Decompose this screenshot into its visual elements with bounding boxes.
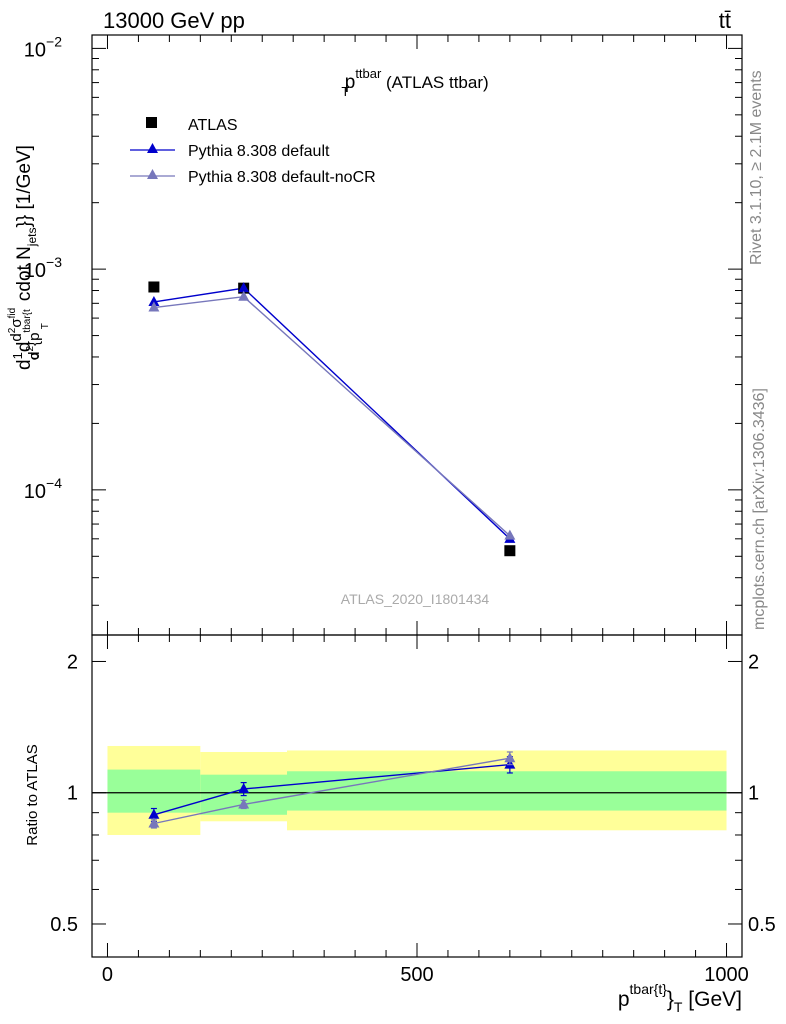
legend: ATLAS Pythia 8.308 default Pythia 8.308 … [130, 117, 376, 186]
legend-label-atlas: ATLAS [188, 117, 238, 134]
x-tick-label: 500 [400, 964, 433, 986]
ratio-panel: 0.5 0.5 1 1 2 2 0 500 1000 Ratio to ATLAS ptbar{… [24, 634, 776, 1015]
xlabel-unit: [GeV] [682, 988, 742, 1011]
ylabel-d1: d [14, 359, 35, 370]
ylabel-dden: d [26, 352, 43, 360]
main-y-tick-exponent: −4 [46, 475, 62, 491]
main-point-1 [238, 282, 250, 293]
ylabel-one: 1 [10, 352, 25, 359]
xlabel-p: p [618, 988, 630, 1011]
xlabel-brace: } [667, 988, 674, 1011]
main-point-2 [504, 529, 516, 540]
main-panel: 10−410−310−2 pttbar T (ATLAS ttbar) ATLAS… [7, 33, 743, 636]
title-main: p [345, 72, 356, 93]
ylabel-fid: fid [7, 308, 18, 319]
ratio-y-tick-label: 2 [67, 651, 78, 673]
main-axis-ticks: 10−410−310−2 [24, 33, 742, 635]
ylabel-unit: }} [1/GeV] [14, 145, 35, 227]
x-tick-label: 0 [102, 964, 113, 986]
ratio-y-tick-label: 1 [67, 783, 78, 805]
process-label: tt̄ [719, 8, 731, 33]
ratio-point-0 [238, 782, 250, 793]
ylabel-cdot: cdot N [14, 246, 35, 301]
legend-label-default: Pythia 8.308 default [188, 143, 330, 160]
ratio-point-1 [148, 817, 160, 828]
energy-label: 13000 GeV pp [103, 8, 245, 33]
main-series [148, 281, 516, 557]
ylabel-d2: d [14, 342, 35, 353]
title-sup: ttbar [355, 66, 382, 81]
main-y-tick-label: 10−2 [24, 33, 62, 61]
legend-label-nocr: Pythia 8.308 default-noCR [188, 169, 376, 186]
ratio-point-1 [238, 798, 250, 809]
ylabel-densub: T [40, 323, 51, 329]
ratio-point-0 [148, 808, 160, 819]
ratio-series [148, 751, 516, 829]
main-series-line-2 [153, 295, 511, 537]
ylabel-sup2: 2 [7, 327, 18, 333]
ratio-y-tick-label-right: 0.5 [748, 914, 776, 936]
ylabel-densup2: tbar{t [22, 309, 33, 333]
ratio-band-green [107, 769, 201, 813]
main-point-atlas [504, 545, 516, 557]
ratio-y-tick-label: 0.5 [50, 914, 78, 936]
main-point-2 [148, 301, 160, 312]
ratio-y-label: Ratio to ATLAS [24, 744, 41, 845]
ratio-y-tick-label-right: 2 [748, 651, 759, 673]
ratio-y-tick-label-right: 1 [748, 783, 759, 805]
ylabel-sigma2: σ [8, 318, 25, 328]
main-point-1 [148, 295, 160, 306]
xlabel-sup: tbar{t} [630, 981, 668, 997]
ylabel-dnum: d [8, 333, 25, 341]
title-sub: T [341, 84, 349, 99]
ratio-axis-ticks: 0.5 0.5 1 1 2 2 0 500 1000 [50, 635, 776, 986]
legend-marker-default [147, 143, 158, 153]
main-series-line-1 [153, 287, 511, 540]
main-y-tick-exponent: −3 [46, 254, 62, 270]
ylabel-sigma: σ [26, 352, 41, 360]
legend-marker-atlas [146, 117, 157, 128]
ratio-uncertainty-bands [92, 745, 742, 835]
main-y-tick-exponent: −2 [46, 33, 62, 49]
main-point-atlas [148, 281, 160, 293]
x-tick-label: 1000 [704, 964, 749, 986]
legend-marker-nocr [147, 169, 158, 179]
xlabel-sub: T [674, 999, 683, 1015]
ratio-point-1 [504, 752, 516, 763]
mcplots-label: mcplots.cern.ch [arXiv:1306.3436] [751, 388, 768, 630]
ratio-band-green [287, 771, 727, 811]
analysis-watermark: ATLAS_2020_I1801434 [341, 591, 490, 607]
rivet-label: Rivet 3.1.10, ≥ 2.1M events [748, 70, 765, 265]
main-y-tick-label: 10−4 [24, 475, 62, 503]
ylabel-densup: 2 [25, 346, 36, 352]
main-title: pttbar T (ATLAS ttbar) [341, 66, 488, 99]
ylabel-denrest: {p [26, 333, 43, 346]
main-y-label: d1σdd2σfidd2{ptbar{t Tcdot Njets}} [1/GeV… [7, 145, 51, 370]
title-suffix: (ATLAS ttbar) [381, 73, 488, 92]
main-point-2 [238, 290, 250, 301]
ylabel-jets: jets [25, 228, 39, 248]
x-axis-label: ptbar{t}}T [GeV] [618, 981, 742, 1015]
